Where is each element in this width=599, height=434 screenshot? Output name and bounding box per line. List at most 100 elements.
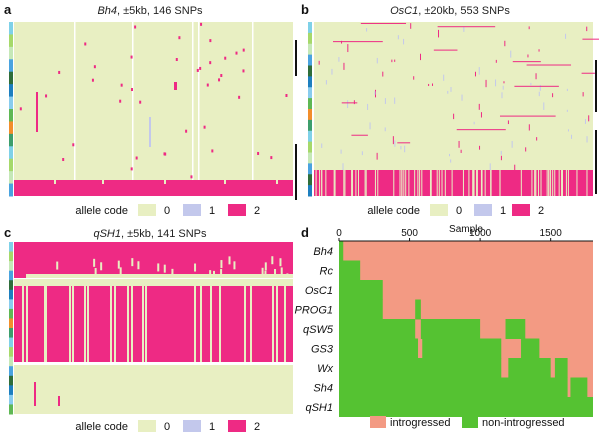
heatmap-cell (399, 170, 401, 196)
heatmap-cell (468, 170, 470, 196)
group-bar-segment (308, 174, 312, 186)
gene-label: Rc (320, 265, 334, 277)
heatmap-block (14, 184, 293, 196)
group-bar-segment (9, 84, 13, 98)
heatmap-cell (433, 49, 458, 51)
heatmap-cell (209, 61, 212, 65)
heatmap-cell (432, 83, 434, 86)
heatmap-cell (463, 26, 465, 32)
heatmap-cell (224, 56, 227, 60)
heatmap-cell (456, 129, 506, 131)
heatmap-cell (120, 83, 123, 87)
group-bar-segment (9, 22, 13, 35)
heatmap-cell (377, 170, 379, 196)
heatmap-cell (58, 396, 60, 406)
heatmap-cell (250, 286, 252, 362)
panel-b-title: OsC1, ±20kb, 553 SNPs (390, 5, 510, 17)
heatmap-cell (500, 150, 502, 155)
heatmap-cell (261, 267, 264, 276)
heatmap-cell (472, 170, 474, 196)
heatmap-cell (131, 286, 133, 362)
heatmap-cell (538, 170, 540, 196)
group-bar-segment (308, 119, 312, 132)
panel-a-label: a (4, 2, 12, 17)
heatmap-cell (586, 136, 588, 143)
heatmap-cell (481, 170, 483, 196)
heatmap-block (314, 170, 593, 196)
heatmap-cell (279, 258, 282, 267)
heatmap-cell (567, 170, 569, 196)
group-bar-segment (9, 308, 13, 319)
heatmap-cell (200, 22, 203, 26)
heatmap-cell (319, 170, 321, 196)
heatmap-cell (185, 129, 188, 133)
heatmap-cell (586, 170, 588, 196)
heatmap-cell (540, 170, 542, 196)
legend-swatch-2 (228, 204, 246, 216)
heatmap-cell (394, 140, 396, 147)
heatmap-cell (581, 72, 595, 74)
heatmap-cell (119, 99, 122, 103)
group-bar-segment (9, 34, 13, 48)
heatmap-cell (561, 170, 563, 196)
non-introgressed-block (339, 397, 593, 417)
heatmap-cell (552, 93, 554, 98)
heatmap-cell (242, 48, 245, 52)
heatmap-cell (72, 286, 74, 362)
heatmap-cell (206, 83, 209, 87)
non-introgressed-block (339, 299, 383, 320)
introgression-legend: introgressed non-introgressed (370, 416, 565, 429)
allele-legend-title: allele code (75, 205, 128, 217)
group-bar-segment (9, 318, 13, 329)
heatmap-cell (220, 269, 223, 278)
heatmap-cell (209, 270, 212, 279)
heatmap-cell (397, 35, 399, 40)
legend-swatch-2 (512, 204, 530, 216)
legend-label-2: 2 (254, 205, 260, 217)
group-bar-segment (308, 98, 312, 110)
group-bar-segment (308, 32, 312, 45)
heatmap-cell (347, 44, 349, 53)
heatmap-background (14, 22, 293, 196)
heatmap-a (9, 22, 297, 200)
legend-label-introgressed: introgressed (390, 417, 451, 429)
heatmap-cell (404, 145, 406, 153)
heatmap-cell (36, 92, 38, 132)
heatmap-cell (137, 261, 140, 270)
group-bar-segment (308, 152, 312, 164)
heatmap-cell (571, 134, 573, 139)
heatmap-cell (394, 97, 396, 104)
heatmap-cell (458, 140, 460, 148)
heatmap-cell (400, 145, 402, 150)
heatmap-cell (499, 115, 556, 117)
heatmap-cell (514, 164, 516, 172)
heatmap-cell (478, 67, 480, 75)
heatmap-cell (479, 145, 481, 150)
heatmap-cell (242, 69, 245, 73)
heatmap-cell (131, 258, 134, 267)
heatmap-cell (476, 170, 478, 196)
heatmap-cell (45, 94, 48, 98)
heatmap-cell (170, 273, 173, 282)
heatmap-cell (438, 29, 440, 38)
heatmap-cell (527, 54, 529, 58)
heatmap-cell (175, 57, 178, 61)
heatmap-cell (361, 151, 363, 156)
heatmap-cell (45, 286, 47, 362)
heatmap-cell (93, 65, 96, 69)
heatmap-cell (130, 167, 133, 171)
heatmap-cell (408, 170, 410, 196)
heatmap-cell (419, 170, 421, 196)
heatmap-cell (19, 107, 22, 111)
heatmap-cell (164, 180, 166, 184)
heatmap-cell (420, 53, 422, 61)
legend-swatch-0 (430, 204, 448, 216)
x-tick-label: 500 (401, 228, 418, 239)
heatmap-cell (134, 25, 137, 29)
group-bar-segment (9, 71, 13, 85)
heatmap-cell (194, 263, 197, 272)
heatmap-cell (392, 136, 394, 145)
heatmap-cell (244, 286, 246, 362)
group-bar-segment (9, 242, 13, 253)
heatmap-cell (325, 80, 327, 85)
